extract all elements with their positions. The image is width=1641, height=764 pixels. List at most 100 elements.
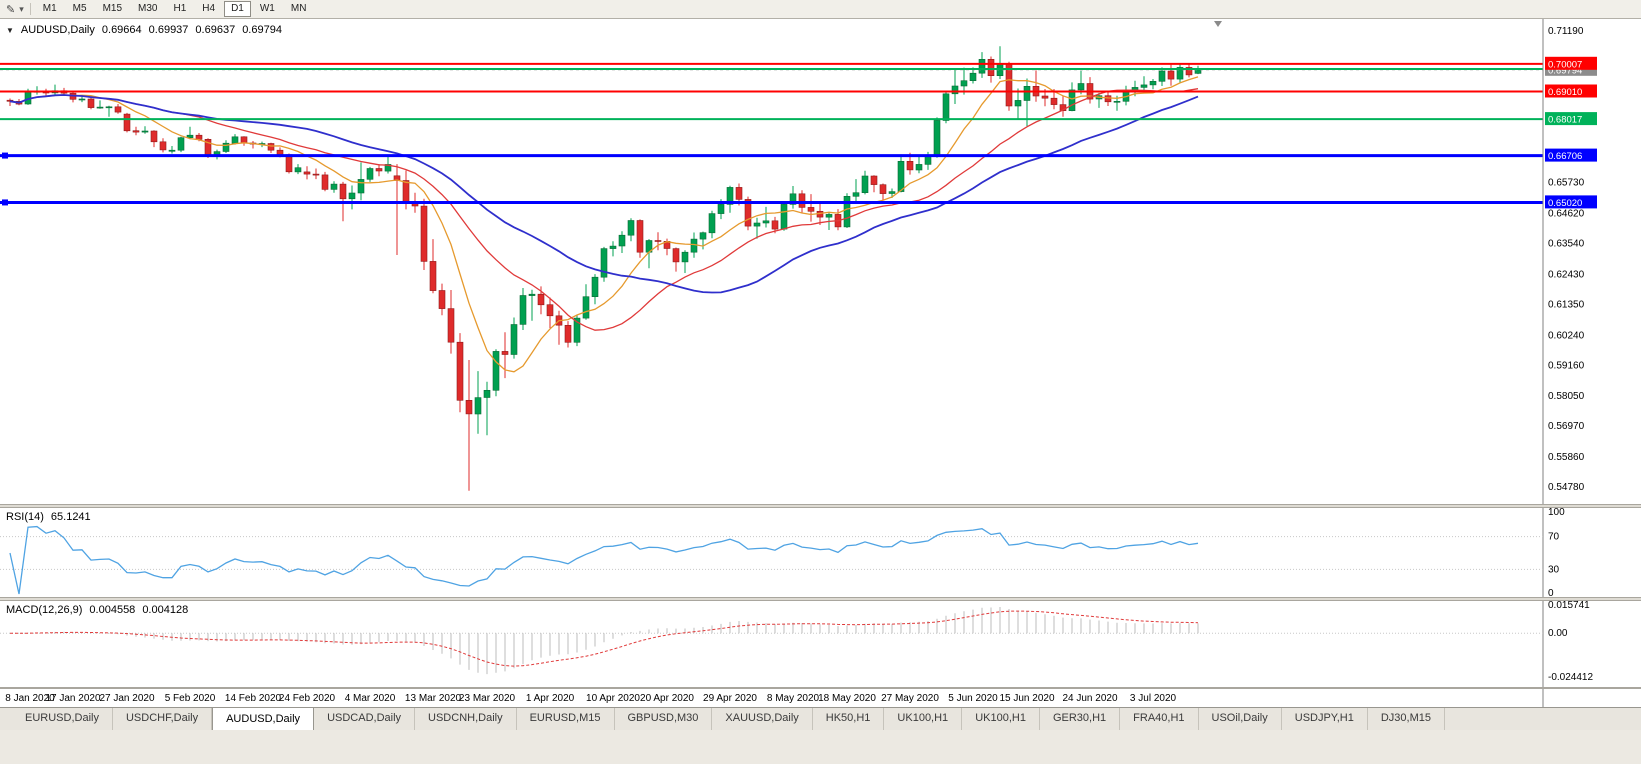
symbol-tab-usdcad-daily[interactable]: USDCAD,Daily	[314, 708, 416, 730]
tf-button-m15[interactable]: M15	[102, 3, 123, 14]
tf-button-h4[interactable]: H4	[202, 3, 216, 14]
price-axis-label: 0.54780	[1548, 482, 1585, 493]
macd-indicator-label: MACD(12,26,9) 0.004558 0.004128	[6, 604, 188, 616]
ma-line-20	[9, 88, 1199, 331]
rsi-value: 65.1241	[50, 511, 91, 523]
date-axis-label: 1 Apr 2020	[526, 693, 575, 704]
svg-text:0.70007: 0.70007	[1548, 59, 1582, 70]
rsi-axis-label: 100	[1548, 507, 1565, 518]
tf-button-mn[interactable]: MN	[290, 3, 307, 14]
date-axis-label: 18 May 2020	[818, 693, 876, 704]
price-axis-label: 0.55860	[1548, 452, 1585, 463]
date-axis-label: 3 Jul 2020	[1130, 693, 1177, 704]
date-axis-label: 13 Mar 2020	[405, 693, 462, 704]
hline-price-badge: 0.69010	[1545, 84, 1597, 98]
symbol-tab-fra40-h1[interactable]: FRA40,H1	[1120, 708, 1199, 730]
chart-title: ▼ AUDUSD,Daily 0.69664 0.69937 0.69637 0…	[6, 24, 282, 36]
svg-text:0.68017: 0.68017	[1548, 115, 1582, 126]
ohlc-open: 0.69664	[101, 24, 142, 36]
rsi-axis-label: 0	[1548, 588, 1554, 599]
date-axis-label: 14 Feb 2020	[225, 693, 282, 704]
symbol-tab-uk100-h1[interactable]: UK100,H1	[884, 708, 963, 730]
rsi-indicator-label: RSI(14) 65.1241	[6, 511, 91, 523]
tf-button-h1[interactable]: H1	[173, 3, 187, 14]
date-axis-label: 8 May 2020	[767, 693, 820, 704]
symbol-tab-dj30-m15[interactable]: DJ30,M15	[1368, 708, 1445, 730]
symbol-tab-audusd-daily[interactable]: AUDUSD,Daily	[212, 707, 315, 730]
price-axis-label: 0.61350	[1548, 299, 1585, 310]
symbol-tab-usdjpy-h1[interactable]: USDJPY,H1	[1282, 708, 1368, 730]
candles-layer	[6, 46, 1202, 491]
date-axis-label: 24 Feb 2020	[279, 693, 336, 704]
hline-price-badge: 0.70007	[1545, 56, 1597, 70]
ma-line-34	[9, 94, 1199, 294]
symbol-tab-eurusd-daily[interactable]: EURUSD,Daily	[12, 708, 113, 730]
macd-histogram	[9, 607, 1199, 675]
macd-axis-label: 0.00	[1548, 628, 1568, 639]
price-axis-label: 0.64620	[1548, 209, 1585, 220]
ohlc-low: 0.69637	[195, 24, 236, 36]
symbol-tab-hk50-h1[interactable]: HK50,H1	[813, 708, 885, 730]
symbol-tab-eurusd-m15[interactable]: EURUSD,M15	[517, 708, 615, 730]
symbol-tab-usdchf-daily[interactable]: USDCHF,Daily	[113, 708, 213, 730]
date-axis-label: 17 Jan 2020	[45, 693, 100, 704]
symbol-tab-ger30-h1[interactable]: GER30,H1	[1040, 708, 1121, 730]
pane-splitter[interactable]	[0, 504, 1641, 508]
hline-price-badge: 0.66706	[1545, 148, 1597, 162]
ma-line-8	[9, 76, 1199, 373]
macd-name: MACD(12,26,9)	[6, 604, 83, 616]
price-axis-label: 0.63540	[1548, 239, 1585, 250]
price-axis-label: 0.59160	[1548, 360, 1585, 371]
timeframe-buttons: M1 M5 M15 M30 H1 H4 D1 W1 MN	[35, 1, 315, 17]
pane-splitter[interactable]	[0, 597, 1641, 601]
date-axis-label: 27 May 2020	[881, 693, 939, 704]
macd-axis-label: 0.015741	[1548, 600, 1590, 611]
rsi-name: RSI(14)	[6, 511, 44, 523]
chart-stage[interactable]: 0.69794 0.70007 0.69010 0.68017 0.66706 0.650…	[0, 19, 1641, 707]
chart-shift-marker[interactable]	[1214, 21, 1222, 27]
chart-collapse-icon[interactable]: ▼	[6, 26, 14, 35]
date-axis-label: 23 Mar 2020	[459, 693, 516, 704]
symbol-tab-usdcnh-daily[interactable]: USDCNH,Daily	[415, 708, 517, 730]
date-axis-label: 10 Apr 2020	[586, 693, 640, 704]
svg-text:0.69794: 0.69794	[1548, 65, 1582, 76]
hline-price-badge: 0.65020	[1545, 195, 1597, 209]
svg-text:0.66706: 0.66706	[1548, 151, 1582, 162]
symbol-tab-gbpusd-m30[interactable]: GBPUSD,M30	[615, 708, 713, 730]
price-axis-label: 0.62430	[1548, 269, 1585, 280]
hline-price-badge: 0.68017	[1545, 112, 1597, 126]
date-axis-label: 5 Feb 2020	[165, 693, 216, 704]
tf-button-w1[interactable]: W1	[259, 3, 275, 14]
symbol-tab-bar: EURUSD,Daily USDCHF,Daily AUDUSD,Daily USDC…	[0, 707, 1641, 730]
bottom-filler	[0, 730, 1641, 764]
tf-button-m1[interactable]: M1	[42, 3, 57, 14]
date-axis-label: 24 Jun 2020	[1062, 693, 1117, 704]
chart-tool-icon[interactable]: ✎	[6, 3, 16, 16]
date-axis-label: 15 Jun 2020	[999, 693, 1054, 704]
svg-text:0.65020: 0.65020	[1548, 198, 1582, 209]
chart-canvas[interactable]: 0.697940.700070.690100.680170.667060.650…	[0, 19, 1641, 707]
ohlc-high: 0.69937	[148, 24, 189, 36]
ohlc-close: 0.69794	[242, 24, 282, 36]
hline-handle[interactable]	[2, 199, 8, 206]
symbol-tab-xauusd-daily[interactable]: XAUUSD,Daily	[712, 708, 813, 730]
price-axis-label: 0.60240	[1548, 330, 1585, 341]
symbol-tab-uk100-h1[interactable]: UK100,H1	[962, 708, 1040, 730]
rsi-line	[9, 525, 1199, 595]
toolbar-separator	[29, 3, 31, 15]
svg-text:0.69010: 0.69010	[1548, 87, 1582, 98]
price-axis-label: 0.65730	[1548, 178, 1585, 189]
tf-button-m5[interactable]: M5	[72, 3, 87, 14]
symbol-tab-usoil-daily[interactable]: USOil,Daily	[1199, 708, 1282, 730]
date-axis-label: 8 Jan 2020	[5, 693, 55, 704]
macd-axis-label: -0.024412	[1548, 672, 1593, 683]
date-axis-label: 5 Jun 2020	[948, 693, 998, 704]
tf-button-d1[interactable]: D1	[224, 1, 251, 17]
date-axis-label: 4 Mar 2020	[345, 693, 396, 704]
rsi-axis-label: 30	[1548, 564, 1560, 575]
hline-handle[interactable]	[2, 152, 8, 159]
price-axis-label: 0.58050	[1548, 391, 1585, 402]
tf-button-m30[interactable]: M30	[138, 3, 158, 14]
chevron-down-icon[interactable]: ▾	[19, 3, 24, 14]
macd-main-value: 0.004558	[89, 604, 136, 616]
